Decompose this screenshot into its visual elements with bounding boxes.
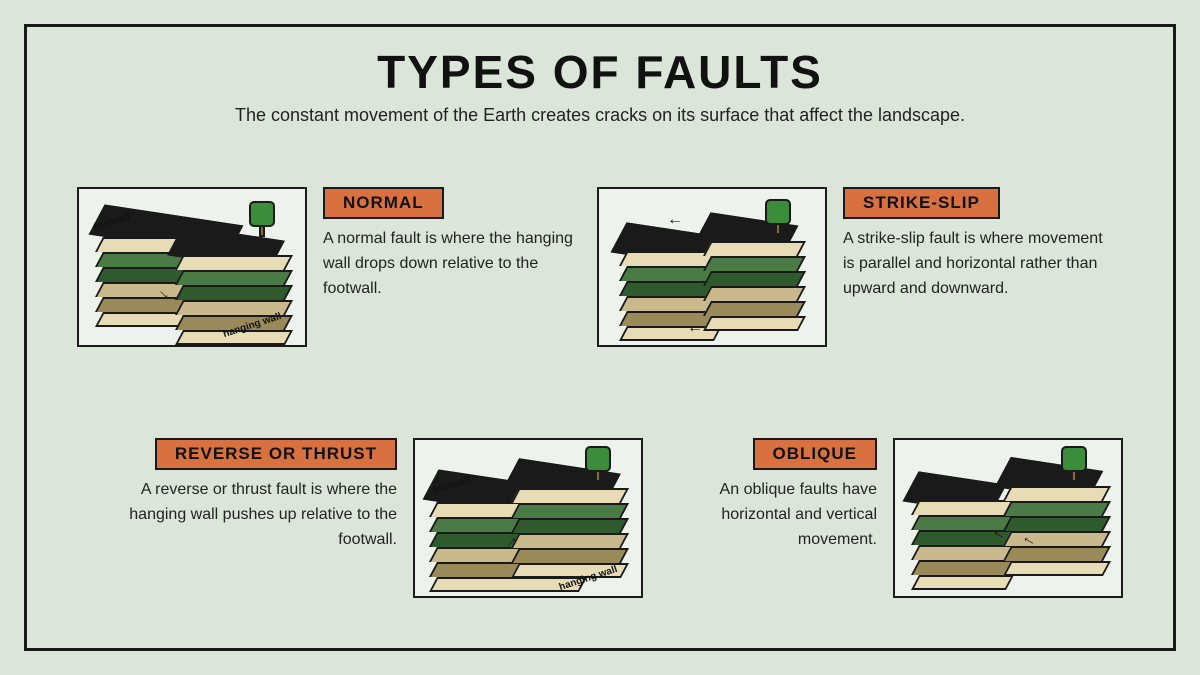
fault-grid: footwall hanging wall ← → NORMAL A norma… [77, 187, 1123, 618]
fault-card-oblique: ← ↑ ↑ OBLIQUE An oblique faults have hor… [667, 438, 1123, 598]
arrow-icon: ← [667, 211, 683, 229]
page-subtitle: The constant movement of the Earth creat… [27, 105, 1173, 126]
arrow-icon: ← [1015, 458, 1031, 476]
text-col-strike-slip: STRIKE-SLIP A strike-slip fault is where… [843, 187, 1113, 301]
diagram-normal: footwall hanging wall ← → [77, 187, 307, 347]
diagram-strike-slip: ← ← [597, 187, 827, 347]
fault-card-normal: footwall hanging wall ← → NORMAL A norma… [77, 187, 593, 347]
text-col-reverse: REVERSE OR THRUST A reverse or thrust fa… [127, 438, 397, 552]
arrow-icon: ← [543, 458, 559, 476]
desc-normal: A normal fault is where the hanging wall… [323, 227, 593, 301]
chip-oblique: OBLIQUE [753, 438, 877, 470]
arrow-icon: ← [687, 319, 703, 337]
chip-strike-slip: STRIKE-SLIP [843, 187, 1000, 219]
arrow-icon: ← [157, 209, 173, 227]
fault-card-strike-slip: ← ← STRIKE-SLIP A strike-slip fault is w… [597, 187, 1113, 347]
page-title: TYPES OF FAULTS [27, 45, 1173, 99]
text-col-normal: NORMAL A normal fault is where the hangi… [323, 187, 593, 301]
page-frame: TYPES OF FAULTS The constant movement of… [24, 24, 1176, 651]
desc-oblique: An oblique faults have horizontal and ve… [667, 478, 877, 552]
chip-normal: NORMAL [323, 187, 444, 219]
diagram-oblique: ← ↑ ↑ [893, 438, 1123, 598]
fault-card-reverse: footwall hanging wall ← → REVERSE OR THR… [127, 438, 643, 598]
text-col-oblique: OBLIQUE An oblique faults have horizonta… [667, 438, 877, 552]
desc-strike-slip: A strike-slip fault is where movement is… [843, 227, 1113, 301]
diagram-reverse: footwall hanging wall ← → [413, 438, 643, 598]
desc-reverse: A reverse or thrust fault is where the h… [127, 478, 397, 552]
chip-reverse: REVERSE OR THRUST [155, 438, 397, 470]
